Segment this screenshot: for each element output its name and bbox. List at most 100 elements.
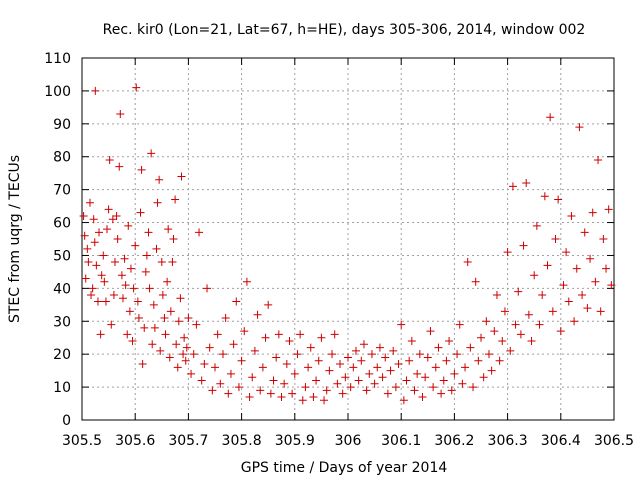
data-point — [81, 274, 90, 283]
data-point — [519, 241, 528, 250]
data-point — [309, 392, 318, 401]
x-tick-label: 306.4 — [541, 433, 581, 449]
data-point — [118, 294, 127, 303]
data-point — [599, 235, 608, 243]
data-point — [169, 235, 178, 243]
data-point — [147, 149, 156, 158]
data-point — [602, 264, 611, 273]
data-point — [83, 244, 92, 253]
data-point — [277, 392, 286, 401]
data-point — [110, 258, 119, 267]
data-point — [437, 389, 446, 398]
data-point — [477, 333, 485, 342]
data-point — [274, 330, 283, 339]
data-point — [181, 356, 190, 365]
x-tick-label: 305.5 — [62, 433, 102, 449]
data-point — [567, 211, 576, 220]
data-point — [123, 330, 132, 339]
data-point — [429, 383, 438, 392]
data-point — [133, 297, 142, 306]
data-point — [394, 360, 403, 369]
data-point — [445, 337, 454, 346]
data-point — [242, 277, 251, 286]
data-point — [161, 330, 170, 339]
data-point — [354, 376, 363, 385]
data-point — [200, 360, 209, 369]
data-point — [296, 330, 305, 339]
data-point — [172, 340, 181, 349]
data-point — [117, 271, 126, 280]
data-point — [336, 360, 345, 369]
data-point — [166, 307, 175, 316]
data-point — [261, 333, 270, 342]
data-point — [498, 337, 507, 346]
data-point — [91, 86, 100, 95]
data-point — [128, 337, 137, 346]
data-point — [532, 221, 541, 230]
data-point — [357, 356, 366, 365]
data-point — [434, 343, 443, 352]
data-point — [527, 337, 536, 346]
data-point — [99, 251, 108, 260]
data-point — [556, 327, 565, 336]
data-point — [173, 363, 182, 372]
data-point — [100, 277, 109, 286]
data-point — [495, 356, 504, 365]
data-point — [155, 175, 164, 184]
data-point — [171, 195, 180, 204]
data-point — [213, 330, 222, 339]
data-point — [500, 307, 509, 316]
chart-title: Rec. kir0 (Lon=21, Lat=67, h=HE), days 3… — [103, 22, 586, 38]
x-tick-label: 305.7 — [168, 433, 208, 449]
data-point — [124, 221, 133, 230]
x-tick-label: 306.5 — [594, 433, 634, 449]
y-tick-label: 100 — [44, 84, 71, 100]
data-point — [216, 379, 225, 388]
data-point — [312, 376, 321, 385]
data-point — [471, 277, 480, 286]
data-point — [245, 392, 254, 401]
data-point — [575, 123, 584, 132]
data-point — [182, 343, 191, 352]
data-points — [79, 83, 616, 405]
data-point — [140, 323, 149, 332]
data-point — [272, 353, 281, 362]
data-point — [580, 228, 589, 237]
y-tick-label: 60 — [53, 216, 71, 232]
x-tick-label: 305.6 — [115, 433, 155, 449]
data-point — [203, 284, 212, 293]
data-point — [484, 350, 493, 359]
data-point — [80, 231, 89, 240]
data-point — [325, 366, 334, 375]
data-point — [253, 310, 262, 319]
data-point — [248, 373, 257, 382]
data-point — [187, 369, 196, 378]
y-tick-label: 90 — [53, 117, 71, 133]
data-point — [234, 383, 243, 392]
data-point — [208, 386, 217, 395]
data-point — [165, 353, 174, 362]
data-point — [572, 264, 581, 273]
data-point — [564, 297, 573, 306]
data-point — [97, 271, 106, 280]
data-point — [301, 383, 310, 392]
data-point — [508, 182, 517, 191]
data-point — [338, 389, 347, 398]
data-point — [370, 379, 379, 388]
data-point — [482, 317, 491, 326]
data-point — [359, 340, 368, 349]
data-point — [269, 376, 278, 385]
data-point — [160, 313, 169, 322]
data-point — [184, 313, 193, 322]
y-tick-label: 70 — [53, 183, 71, 199]
data-point — [487, 366, 496, 375]
data-point — [134, 313, 143, 322]
data-point — [397, 320, 406, 329]
data-point — [120, 254, 129, 263]
data-point — [148, 340, 157, 349]
data-point — [415, 350, 424, 359]
data-point — [604, 205, 613, 214]
data-point — [237, 356, 246, 365]
data-point — [479, 373, 488, 382]
data-point — [163, 277, 172, 286]
